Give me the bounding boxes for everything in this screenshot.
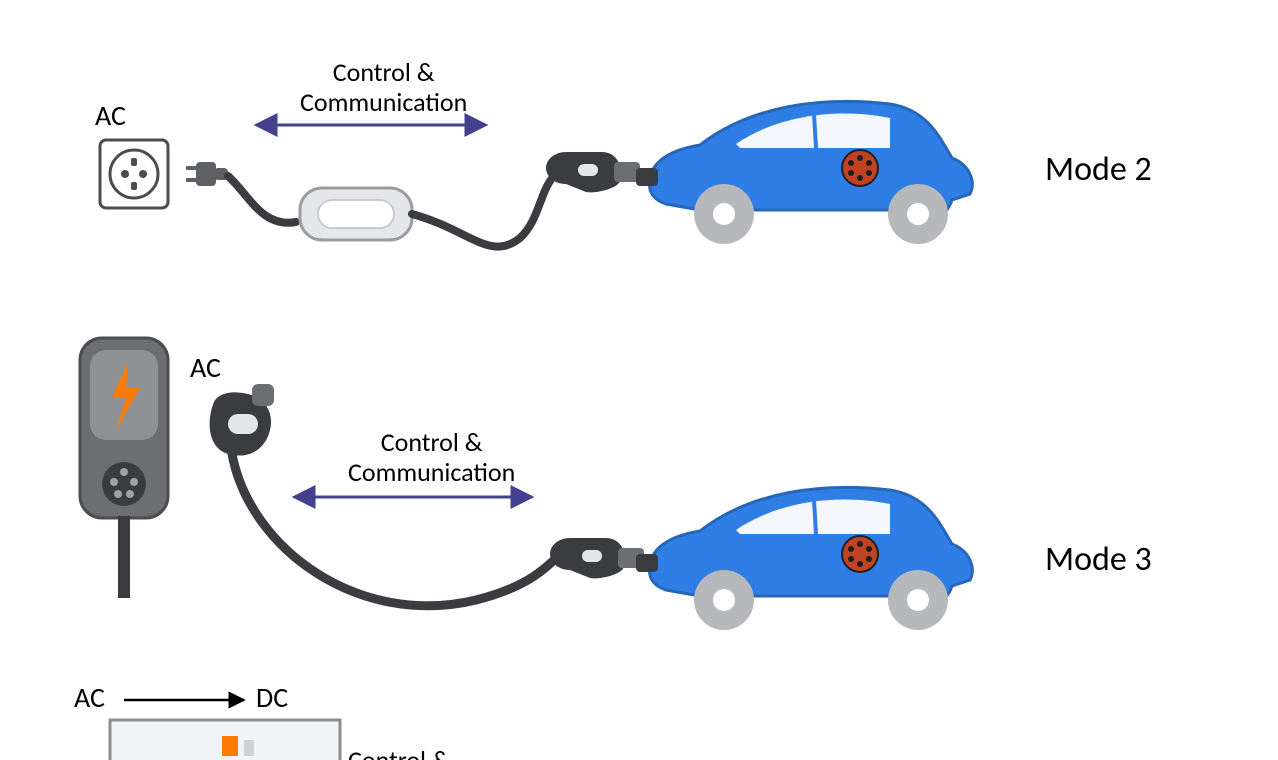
wallbox-icon bbox=[80, 338, 168, 598]
ac-label-mode4: AC bbox=[74, 682, 105, 714]
diagram-root: AC Control & Communication Mode 2 AC Con… bbox=[0, 0, 1278, 760]
control-label-mode2-l2: Communication bbox=[300, 86, 467, 118]
mode3-title: Mode 3 bbox=[1045, 540, 1152, 579]
ev-car-icon-2 bbox=[636, 487, 972, 630]
wall-socket-icon bbox=[100, 140, 168, 208]
dc-label-mode4: DC bbox=[256, 682, 288, 714]
mode2-group bbox=[100, 101, 972, 246]
ac-label-mode2: AC bbox=[95, 100, 126, 132]
plug-icon bbox=[186, 162, 228, 186]
control-label-mode3: Control & Communication bbox=[348, 428, 515, 488]
cable-iccb-to-handle bbox=[412, 174, 556, 247]
mode4-partial-group bbox=[110, 700, 340, 760]
wallbox-handle-icon bbox=[210, 384, 274, 456]
ev-car-icon bbox=[636, 101, 972, 244]
dc-charger-box bbox=[110, 720, 340, 760]
charging-handle-icon-2 bbox=[550, 538, 644, 578]
control-fragment-mode4: Control & bbox=[348, 746, 450, 760]
iccb-icon bbox=[300, 188, 412, 240]
ac-label-mode3: AC bbox=[190, 352, 221, 384]
control-label-mode2-l1: Control & bbox=[333, 56, 435, 88]
cable-plug-to-iccb bbox=[228, 176, 296, 223]
charging-handle-icon bbox=[546, 152, 640, 192]
control-label-mode2: Control & Communication bbox=[300, 58, 467, 118]
control-label-mode3-l1: Control & bbox=[381, 426, 483, 458]
mode2-title: Mode 2 bbox=[1045, 150, 1152, 189]
control-label-mode3-l2: Communication bbox=[348, 456, 515, 488]
